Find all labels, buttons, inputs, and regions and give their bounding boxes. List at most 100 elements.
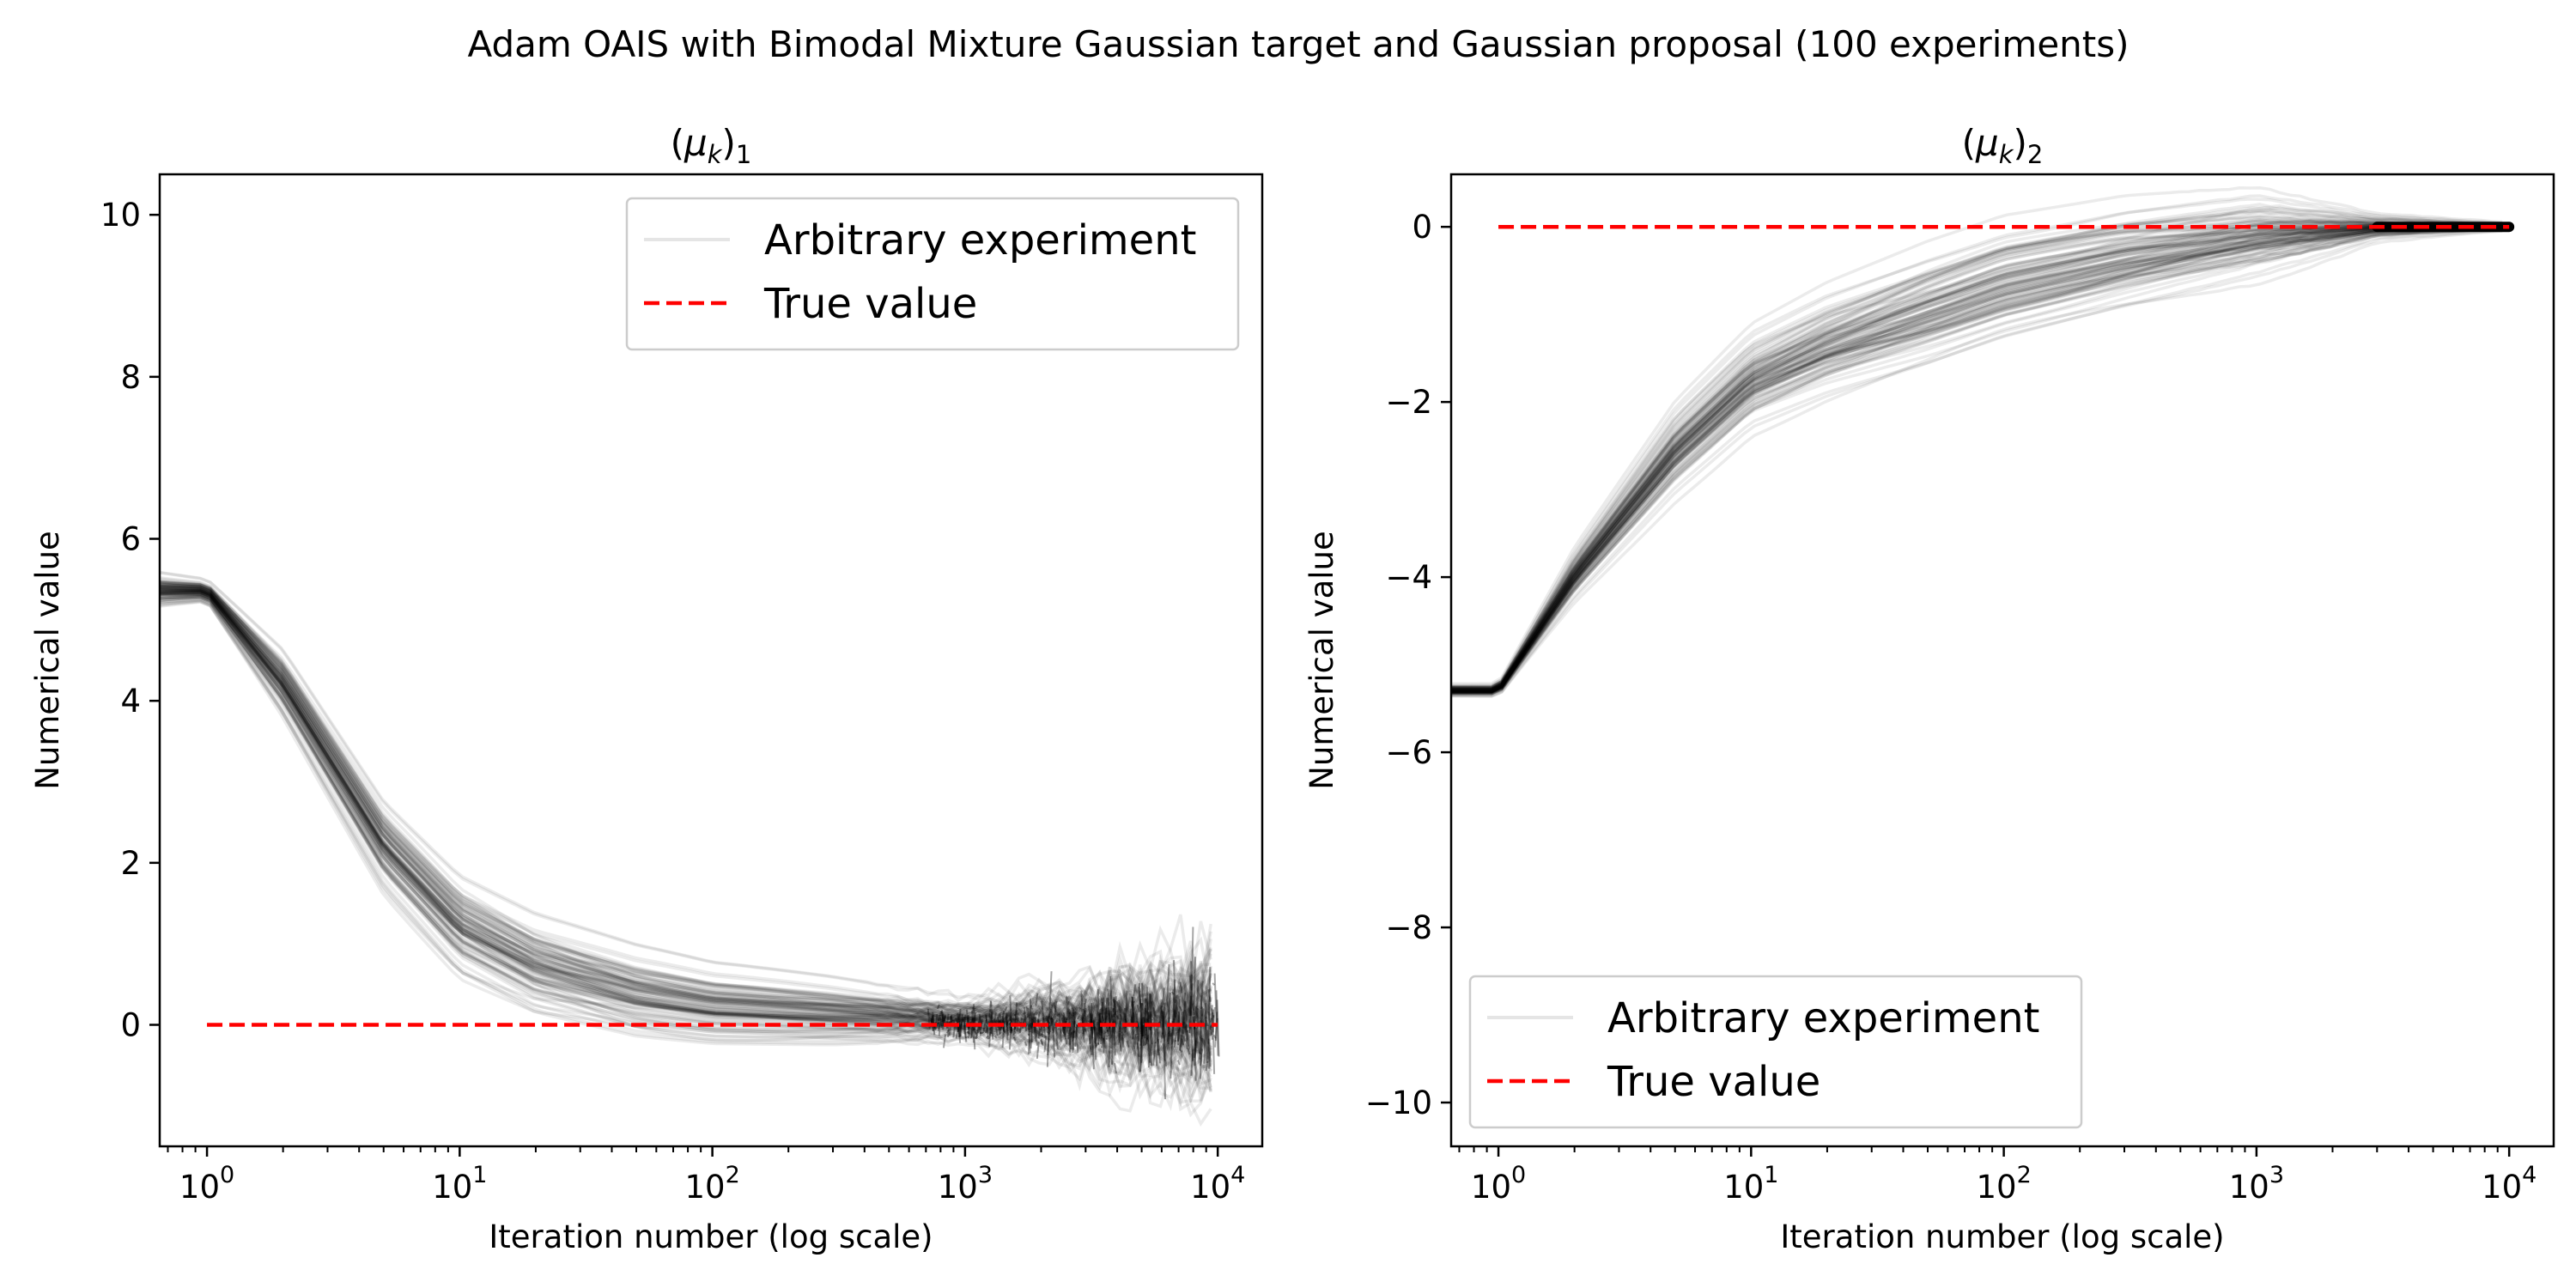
experiment-noise (1214, 1018, 1218, 1042)
x-tick-base: 10 (1471, 1169, 1511, 1206)
experiment-noise (949, 1016, 953, 1023)
experiment-noise (982, 1026, 986, 1030)
experiment-line (160, 592, 1212, 1093)
experiment-line (1451, 215, 2503, 690)
experiment-noise (1207, 1011, 1212, 1030)
experiment-line (160, 592, 1212, 1085)
experiment-line (1451, 226, 2503, 694)
experiment-noise (1152, 1017, 1157, 1044)
experiment-line (1451, 227, 2503, 696)
experiment-noise (1145, 1026, 1149, 1041)
experiment-noise (966, 1036, 970, 1039)
experiment-noise (1104, 1030, 1109, 1034)
experiment-line (160, 592, 1212, 1066)
experiment-noise (1186, 1030, 1189, 1033)
experiment-noise (978, 1013, 982, 1025)
experiment-line (160, 587, 1212, 1048)
experiment-noise (1015, 1026, 1019, 1032)
experiment-noise (972, 1006, 976, 1050)
x-tick-exponent: 3 (978, 1162, 993, 1188)
experiment-line (160, 582, 1212, 1046)
experiment-line (1451, 226, 2503, 694)
experiment-noise (932, 1016, 936, 1030)
experiment-line (1451, 225, 2503, 694)
experiment-noise (1141, 1034, 1145, 1037)
experiment-noise (985, 1035, 989, 1039)
legend-label-true-value: True value (1607, 1058, 1820, 1106)
experiment-line (160, 580, 1212, 1032)
experiment-noise (1009, 1026, 1013, 1034)
experiment-line (160, 585, 1212, 1032)
experiment-line (1451, 223, 2503, 690)
experiment-line (1451, 225, 2503, 694)
experiment-noise (1036, 1041, 1040, 1060)
experiment-noise (1140, 1003, 1144, 1005)
experiment-line (1451, 225, 2503, 694)
experiment-noise (1124, 1018, 1128, 1024)
experiment-noise (1030, 1020, 1034, 1029)
experiment-noise (1092, 1025, 1097, 1030)
experiment-noise (1121, 1031, 1125, 1036)
experiment-noise (1140, 1017, 1145, 1035)
experiment-noise (1126, 1040, 1130, 1048)
experiment-noise (1209, 1005, 1213, 1036)
experiment-noise (1161, 987, 1165, 1008)
experiment-line (1451, 222, 2503, 691)
title-mu: μ (1975, 122, 1999, 164)
experiment-line (1451, 205, 2503, 689)
experiment-noise (972, 1027, 976, 1031)
experiment-noise (1139, 1003, 1144, 1036)
experiment-noise (1074, 1024, 1078, 1048)
experiment-line (160, 588, 1212, 1054)
experiment-line (160, 592, 1212, 1076)
experiment-noise (994, 1017, 999, 1024)
experiment-line (1451, 226, 2503, 694)
experiment-noise (1209, 1018, 1213, 1024)
experiment-line (1451, 224, 2503, 692)
experiment-noise (1193, 957, 1197, 1011)
x-tick-exponent: 1 (1764, 1162, 1778, 1188)
experiment-noise (1181, 1038, 1184, 1046)
experiment-line (160, 594, 1212, 1102)
experiment-noise (1178, 1035, 1182, 1051)
experiment-noise (1097, 1012, 1101, 1045)
experiment-line (1451, 220, 2503, 692)
experiment-noise (1139, 1029, 1144, 1046)
experiment-line (1451, 226, 2503, 695)
experiment-noise (969, 1018, 974, 1039)
experiment-noise (1142, 998, 1146, 1047)
experiment-noise (1152, 1042, 1157, 1066)
experiment-noise (1025, 1005, 1030, 1018)
figure-title: Adam OAIS with Bimodal Mixture Gaussian … (467, 23, 2129, 65)
experiment-line (160, 595, 1212, 1088)
experiment-noise (958, 1023, 963, 1037)
experiment-line (160, 583, 1212, 1024)
experiment-line (160, 586, 1212, 1054)
experiment-noise (1199, 1037, 1203, 1079)
experiment-noise (1071, 1020, 1075, 1038)
experiment-noise (1099, 1012, 1103, 1015)
experiment-noise (1005, 1019, 1010, 1026)
experiment-noise (1047, 1011, 1051, 1018)
experiment-noise (1200, 981, 1204, 1010)
y-tick-label: −10 (1365, 1084, 1432, 1121)
experiment-line (1451, 226, 2503, 694)
experiment-noise (1043, 1035, 1048, 1053)
experiment-noise (1160, 1032, 1164, 1043)
experiment-line (1451, 208, 2503, 689)
experiment-noise (963, 1024, 968, 1042)
experiment-line (1451, 225, 2503, 693)
experiment-noise (984, 1018, 987, 1024)
experiment-noise (1090, 1030, 1094, 1050)
experiment-noise (1200, 1006, 1204, 1054)
experiment-noise (1182, 1009, 1186, 1035)
experiment-noise (963, 1028, 967, 1039)
y-axis-label: Numerical value (1303, 531, 1340, 790)
experiment-noise (940, 1014, 945, 1027)
experiment-noise (1104, 997, 1109, 1024)
experiment-noise (1081, 1017, 1085, 1043)
y-tick-label: 4 (120, 683, 141, 720)
experiment-noise (1176, 999, 1181, 1042)
experiment-noise (1093, 1024, 1097, 1060)
